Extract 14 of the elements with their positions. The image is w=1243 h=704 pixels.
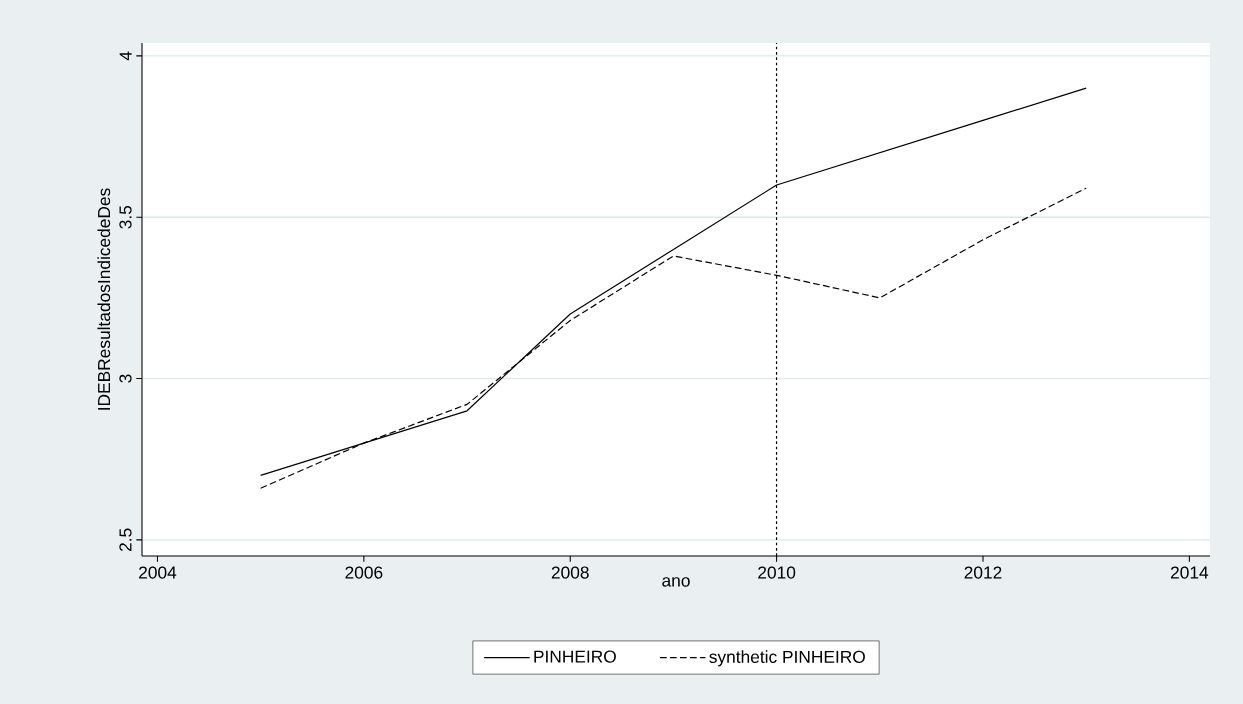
x-tick-label: 2014	[1170, 566, 1209, 579]
y-tick-label: 2.5	[119, 528, 132, 552]
x-tick-label: 2012	[964, 566, 1002, 579]
y-tick-label: 3	[119, 374, 132, 383]
x-tick-label: 2010	[758, 566, 796, 579]
y-axis-title: IDEBResultadosIndicedeDes	[97, 188, 111, 410]
x-tick-label: 2006	[345, 566, 383, 579]
y-tick-label: 4	[119, 51, 132, 61]
y-tick-label: 3.5	[119, 205, 132, 229]
legend-label: synthetic PINHEIRO	[709, 650, 865, 667]
x-axis-title: ano	[662, 577, 690, 587]
x-tick-label: 2004	[139, 566, 177, 579]
legend-label: PINHEIRO	[534, 650, 616, 663]
x-tick-label: 2008	[551, 566, 589, 579]
